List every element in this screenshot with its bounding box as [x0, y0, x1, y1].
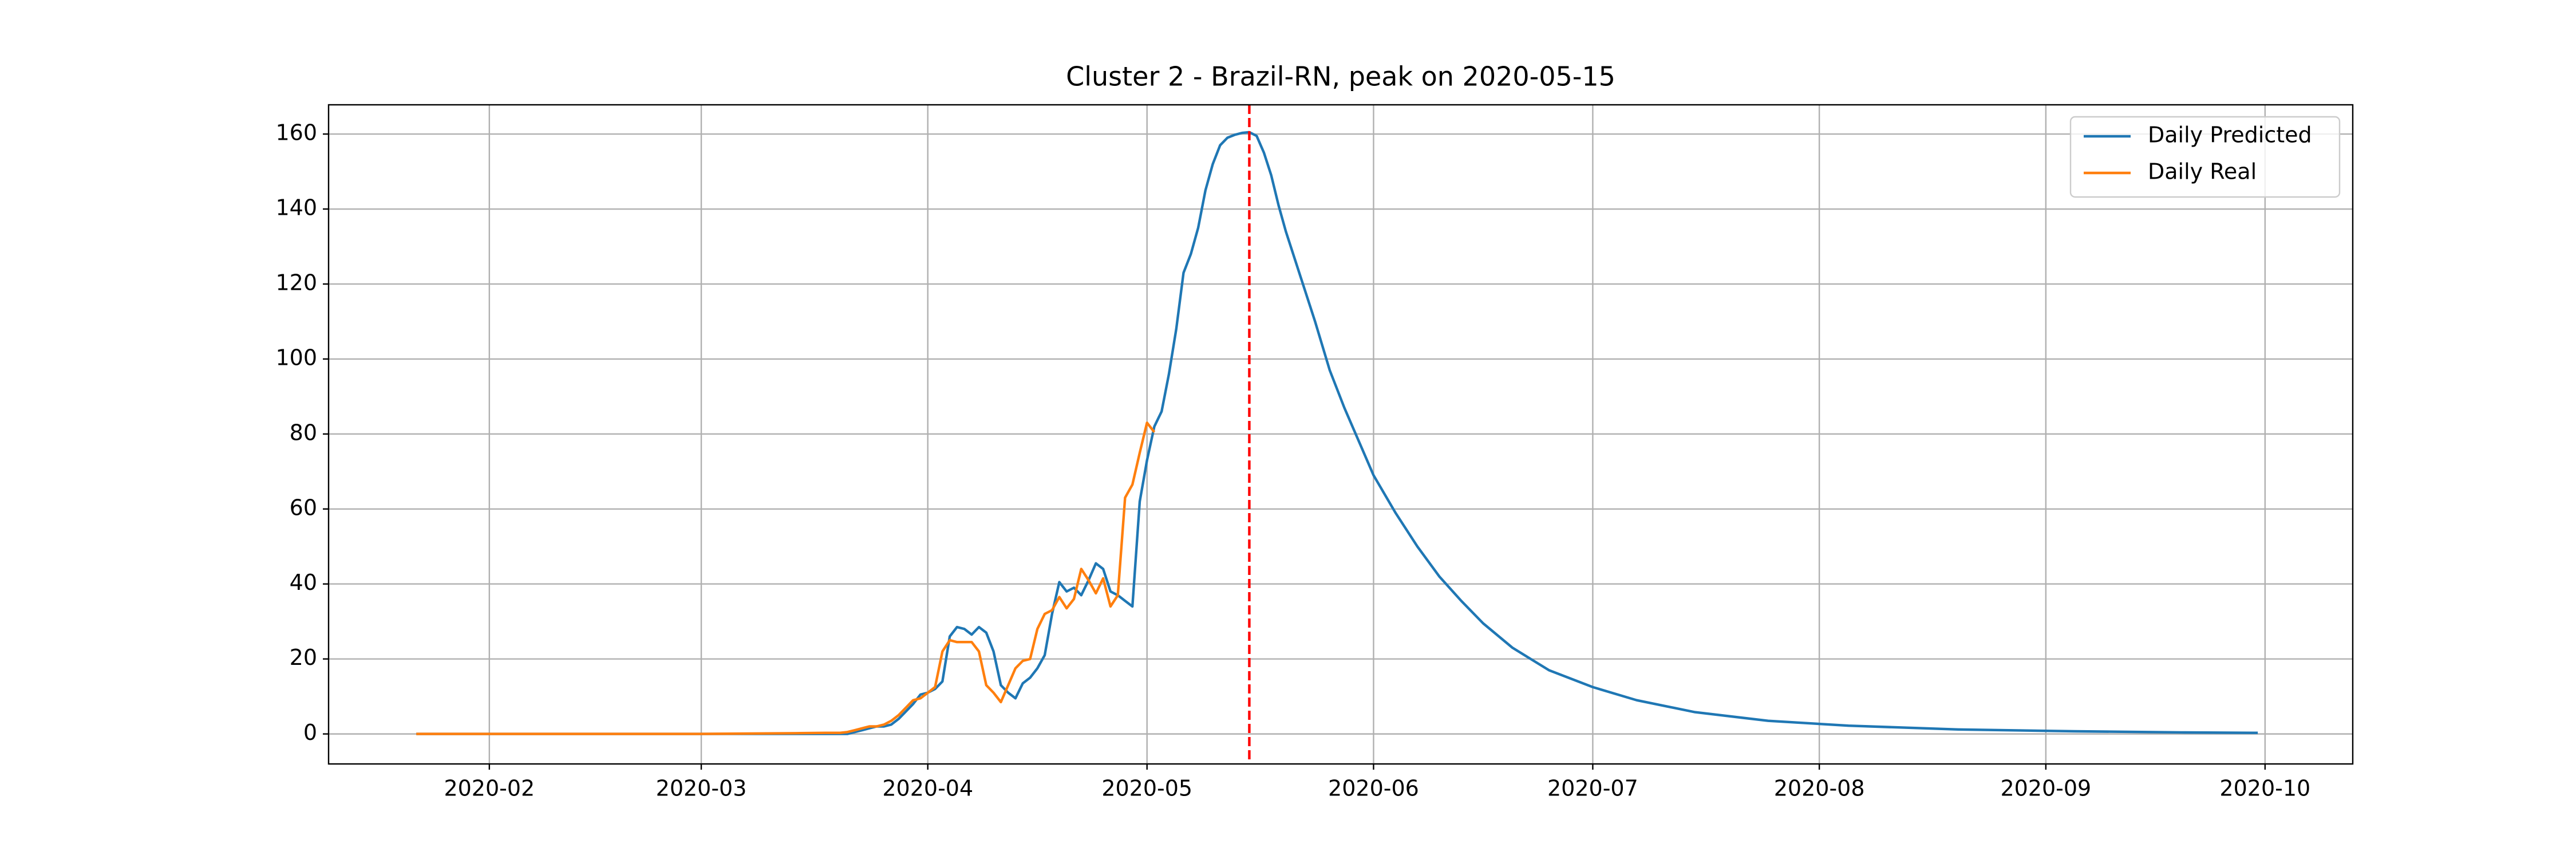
x-tick-label: 2020-04 — [882, 776, 973, 801]
x-tick-label: 2020-06 — [1328, 776, 1419, 801]
y-tick-label: 60 — [290, 495, 317, 520]
y-tick-label: 160 — [275, 120, 317, 145]
y-tick-label: 100 — [275, 345, 317, 370]
legend-label: Daily Real — [2148, 159, 2257, 184]
plot — [416, 105, 2258, 764]
grid — [329, 105, 2353, 764]
y-tick-label: 40 — [290, 570, 317, 595]
legend: Daily Predicted Daily Real — [2069, 116, 2341, 198]
x-tick-label: 2020-05 — [1101, 776, 1192, 801]
legend-box — [2069, 116, 2341, 198]
data-line — [416, 131, 2258, 735]
x-tick-label: 2020-07 — [1547, 776, 1638, 801]
ticks: 0 20 40 60 80 100 120 140 160 2020-02 2020-03 2020-… — [275, 120, 2310, 801]
y-tick-label: 120 — [275, 270, 317, 295]
y-tick-label: 20 — [290, 645, 317, 670]
y-tick-label: 140 — [275, 195, 317, 220]
x-tick-label: 2020-03 — [656, 776, 747, 801]
x-tick-label: 2020-10 — [2219, 776, 2310, 801]
x-tick-label: 2020-02 — [444, 776, 535, 801]
legend-label: Daily Predicted — [2148, 123, 2312, 148]
chart-title: Cluster 2 - Brazil-RN, peak on 2020-05-1… — [1066, 61, 1615, 92]
data-line — [416, 421, 1156, 735]
x-tick-label: 2020-09 — [2000, 776, 2091, 801]
y-tick-label: 80 — [290, 420, 317, 445]
x-tick-label: 2020-08 — [1774, 776, 1865, 801]
y-tick-label: 0 — [303, 720, 317, 745]
